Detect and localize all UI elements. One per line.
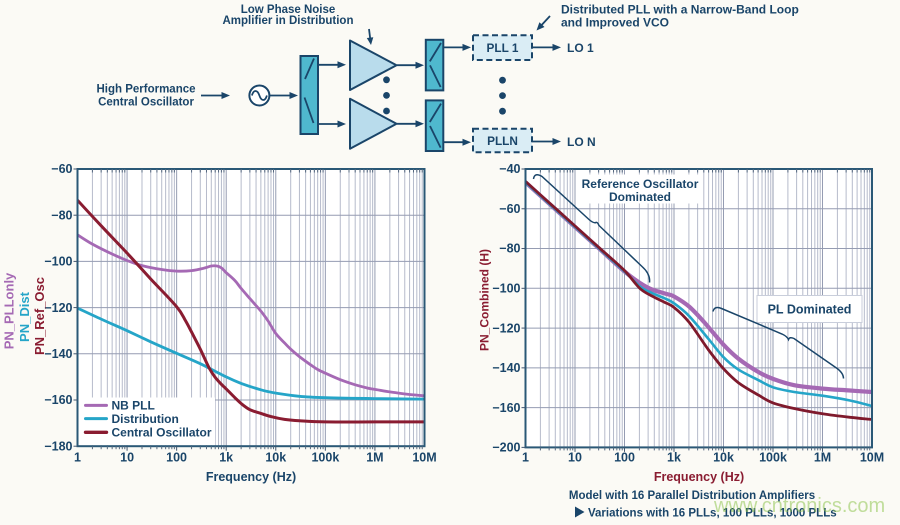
- svg-text:−160: −160: [44, 393, 72, 407]
- svg-text:Amplifier in Distribution: Amplifier in Distribution: [223, 15, 354, 27]
- svg-text:10M: 10M: [412, 451, 436, 465]
- svg-text:1: 1: [74, 451, 81, 465]
- svg-text:−140: −140: [44, 347, 72, 361]
- svg-text:NB PLL: NB PLL: [112, 399, 155, 413]
- svg-text:100k: 100k: [759, 451, 787, 465]
- svg-text:1M: 1M: [814, 451, 831, 465]
- svg-text:1k: 1k: [219, 451, 233, 465]
- svg-text:10k: 10k: [265, 451, 286, 465]
- svg-text:−80: −80: [51, 208, 72, 222]
- svg-text:−80: −80: [499, 242, 520, 256]
- svg-text:www.cntronics.com: www.cntronics.com: [713, 495, 885, 517]
- svg-text:PL Dominated: PL Dominated: [768, 303, 852, 317]
- svg-text:Frequency (Hz): Frequency (Hz): [654, 470, 744, 484]
- svg-text:−180: −180: [44, 439, 72, 453]
- svg-text:−100: −100: [492, 282, 520, 296]
- svg-text:100: 100: [166, 451, 187, 465]
- svg-text:−120: −120: [44, 301, 72, 315]
- svg-text:LO 1: LO 1: [567, 41, 594, 55]
- svg-text:10: 10: [120, 451, 134, 465]
- svg-text:Reference Oscillator: Reference Oscillator: [582, 177, 699, 191]
- svg-text:−200: −200: [492, 441, 520, 455]
- svg-text:−120: −120: [492, 321, 520, 335]
- svg-text:PLL 1: PLL 1: [487, 41, 519, 55]
- svg-text:Distributed PLL with a Narrow-: Distributed PLL with a Narrow-Band Loop: [561, 3, 799, 17]
- svg-text:Model with 16 Parallel Distrib: Model with 16 Parallel Distribution Ampl…: [569, 490, 815, 502]
- svg-text:Dominated: Dominated: [609, 190, 671, 204]
- svg-text:Frequency (Hz): Frequency (Hz): [206, 470, 296, 484]
- svg-text:and Improved VCO: and Improved VCO: [561, 16, 669, 30]
- svg-text:1M: 1M: [366, 451, 383, 465]
- svg-text:Central Oscillator: Central Oscillator: [98, 97, 194, 109]
- svg-text:PN_Ref_Osc: PN_Ref_Osc: [32, 277, 47, 355]
- svg-text:100: 100: [614, 451, 635, 465]
- svg-text:−140: −140: [492, 361, 520, 375]
- svg-text:Central Oscillator: Central Oscillator: [112, 426, 212, 440]
- svg-text:1k: 1k: [667, 451, 681, 465]
- svg-text:High Performance: High Performance: [96, 84, 195, 96]
- svg-text:10M: 10M: [860, 451, 884, 465]
- svg-text:PN_Combined (H): PN_Combined (H): [478, 249, 492, 351]
- svg-text:Low Phase Noise: Low Phase Noise: [241, 4, 336, 16]
- svg-text:LO N: LO N: [567, 135, 596, 149]
- svg-text:−100: −100: [44, 255, 72, 269]
- svg-text:−160: −160: [492, 401, 520, 415]
- svg-text:Distribution: Distribution: [112, 412, 179, 426]
- svg-text:10k: 10k: [713, 451, 734, 465]
- svg-text:−60: −60: [51, 162, 72, 176]
- svg-text:PN_Dist: PN_Dist: [17, 291, 32, 342]
- svg-text:Variations with 16 PLLs, 100 P: Variations with 16 PLLs, 100 PLLs, 1000 …: [588, 508, 837, 520]
- svg-text:−40: −40: [499, 162, 520, 176]
- svg-text:PLLN: PLLN: [487, 134, 518, 148]
- svg-text:PN_PLLonly: PN_PLLonly: [2, 272, 17, 349]
- svg-text:10: 10: [568, 451, 582, 465]
- svg-text:−60: −60: [499, 202, 520, 216]
- svg-text:1: 1: [522, 451, 529, 465]
- svg-text:100k: 100k: [311, 451, 339, 465]
